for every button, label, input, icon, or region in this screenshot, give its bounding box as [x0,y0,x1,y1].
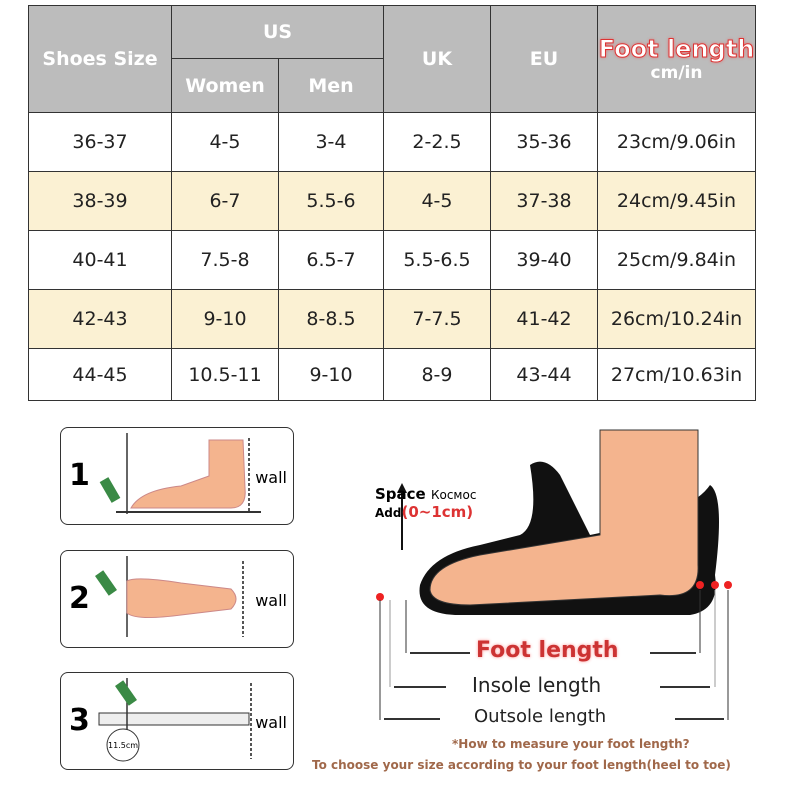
table-cell: 27cm/10.63in [597,348,756,401]
wall-label: wall [255,591,287,610]
wall-label: wall [255,468,287,487]
header-shoes-size: Shoes Size [28,5,172,113]
table-cell: 9-10 [278,348,384,401]
add-value: (0~1cm) [401,503,474,521]
header-foot-length: Foot length cm/in [597,5,756,113]
table-cell: 5.5-6 [278,171,384,231]
unit-label: cm/in [650,63,703,83]
table-cell: 8-9 [383,348,491,401]
table-cell: 2-2.5 [383,112,491,172]
add-text: Add [375,506,402,520]
table-cell: 35-36 [490,112,598,172]
table-cell: 42-43 [28,289,172,349]
foot-length-title: Foot length [598,35,755,64]
measure-question: *How to measure your foot length? [452,737,690,751]
space-label: Space Космос [375,485,476,503]
table-cell: 37-38 [490,171,598,231]
table-cell: 8-8.5 [278,289,384,349]
table-cell: 36-37 [28,112,172,172]
table-cell: 26cm/10.24in [597,289,756,349]
table-cell: 38-39 [28,171,172,231]
table-row: 40-41 7.5-8 6.5-7 5.5-6.5 39-40 25cm/9.84in [28,230,756,290]
step-1-panel: 1 wall [60,427,294,525]
foot-top-illustration [95,556,244,637]
outsole-length-label: Outsole length [474,706,607,727]
size-chart-table: Shoes Size US UK EU Foot length cm/in Wom… [28,5,756,401]
table-cell: 24cm/9.45in [597,171,756,231]
table-cell: 4-5 [383,171,491,231]
table-row: 38-39 6-7 5.5-6 4-5 37-38 24cm/9.45in [28,171,756,231]
table-cell: 3-4 [278,112,384,172]
wall-label: wall [255,713,287,732]
table-cell: 23cm/9.06in [597,112,756,172]
table-cell: 9-10 [171,289,279,349]
space-ru-text: Космос [430,488,477,502]
table-row: 44-45 10.5-11 9-10 8-9 43-44 27cm/10.63in [28,348,756,401]
header-women: Women [171,58,279,113]
step-number: 1 [69,458,90,493]
table-cell: 40-41 [28,230,172,290]
foot-measurement-diagram [376,429,732,720]
table-cell: 25cm/9.84in [597,230,756,290]
step-number: 2 [69,581,90,616]
table-cell: 43-44 [490,348,598,401]
table-cell: 44-45 [28,348,172,401]
insole-length-label: Insole length [472,673,602,697]
table-cell: 10.5-11 [171,348,279,401]
table-row: 42-43 9-10 8-8.5 7-7.5 41-42 26cm/10.24in [28,289,756,349]
ruler-illustration [98,678,252,762]
table-cell: 6.5-7 [278,230,384,290]
ruler-label: 11.5cm [108,741,139,750]
table-cell: 41-42 [490,289,598,349]
step-3-panel: 3 11.5cm wall [60,672,294,770]
table-cell: 6-7 [171,171,279,231]
header-eu: EU [490,5,598,113]
size-note: To choose your size according to your fo… [312,758,731,772]
header-men: Men [278,58,384,113]
table-cell: 39-40 [490,230,598,290]
foot-side-illustration [99,433,261,514]
table-cell: 4-5 [171,112,279,172]
table-cell: 5.5-6.5 [383,230,491,290]
table-cell: 7-7.5 [383,289,491,349]
space-text: Space [375,485,426,503]
table-row: 36-37 4-5 3-4 2-2.5 35-36 23cm/9.06in [28,112,756,172]
foot-length-label: Foot length [476,638,619,663]
step-number: 3 [69,703,90,738]
step-2-panel: 2 wall [60,550,294,648]
header-us: US [171,5,384,59]
table-cell: 7.5-8 [171,230,279,290]
add-label: Add(0~1cm) [375,503,473,521]
header-uk: UK [383,5,491,113]
